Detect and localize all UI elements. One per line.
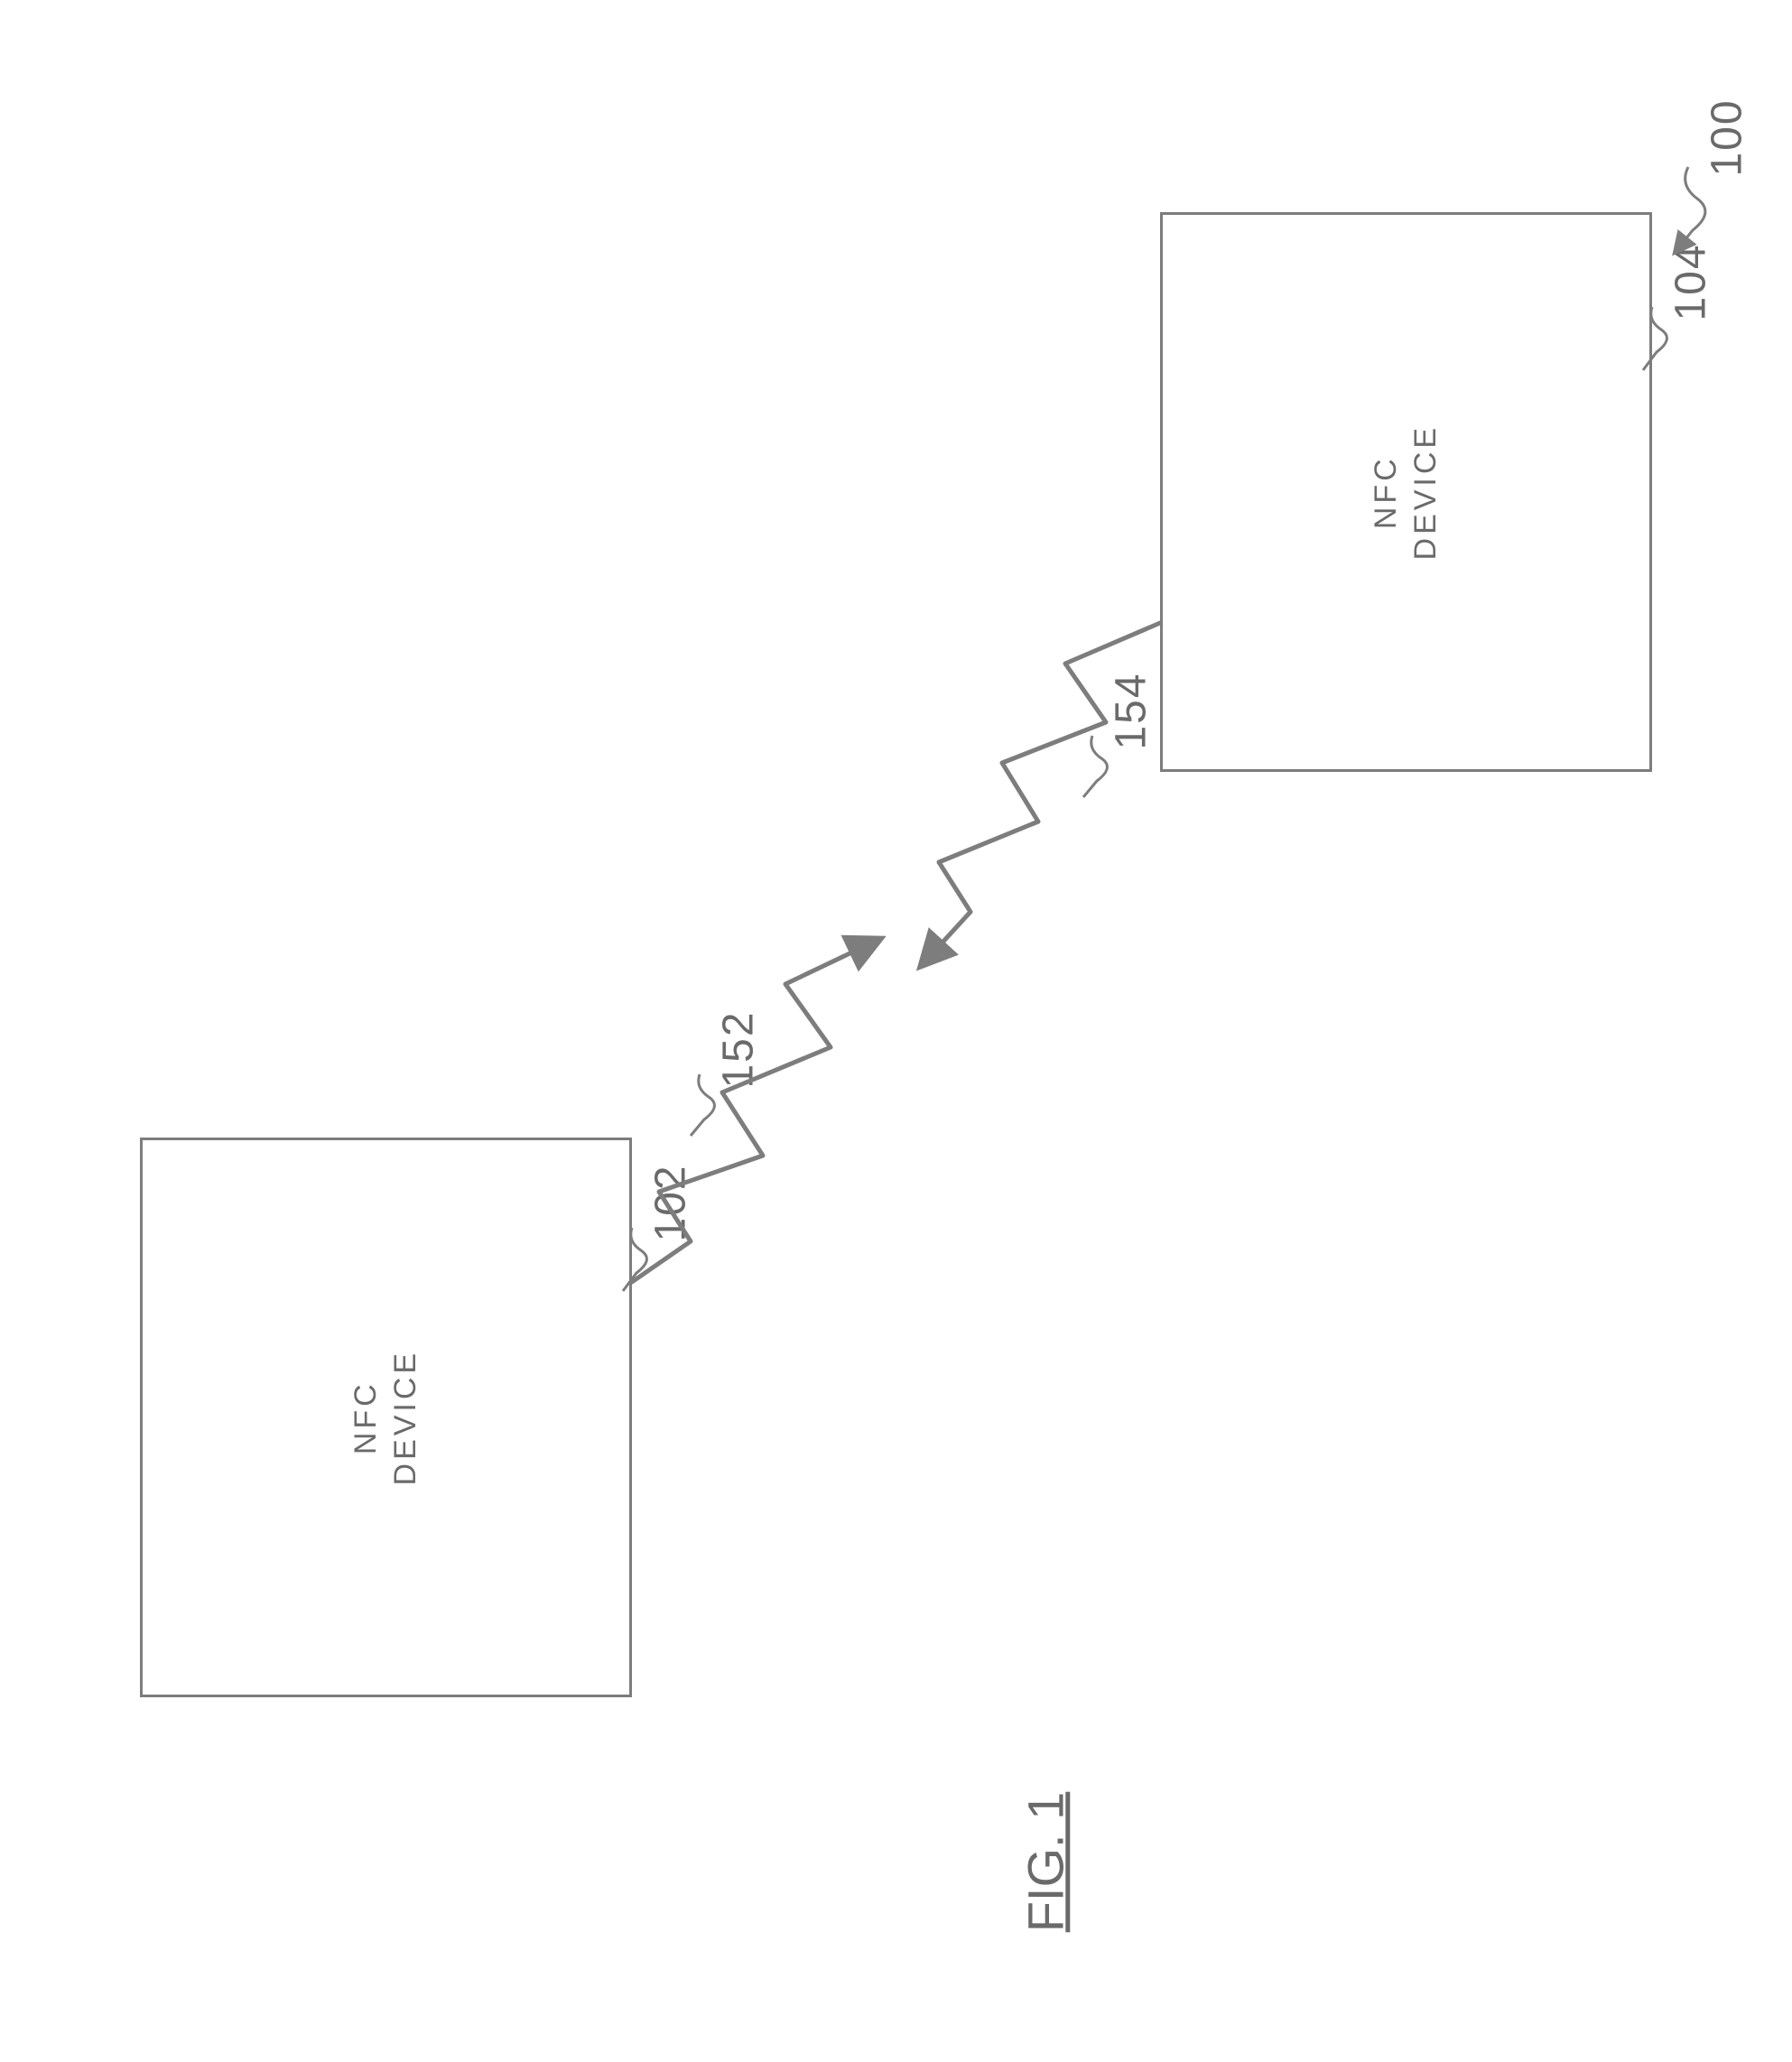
lead-154 [1083, 736, 1107, 797]
lead-100 [1675, 167, 1705, 253]
nfc-device-box-bottom: NFC DEVICE [140, 1138, 632, 1697]
diagram-canvas: NFC DEVICE NFC DEVICE 100 104 102 152 15… [0, 0, 1792, 2062]
nfc-device-box-top: NFC DEVICE [1160, 212, 1652, 772]
ref-104: 104 [1667, 243, 1716, 320]
ref-102: 102 [646, 1164, 696, 1241]
nfc-device-label-top: NFC DEVICE [1366, 424, 1445, 561]
ref-152: 152 [714, 1010, 764, 1088]
ref-100: 100 [1703, 98, 1752, 176]
lead-152 [691, 1074, 714, 1136]
ref-154: 154 [1107, 672, 1156, 749]
figure-caption: FIG. 1 [1016, 1792, 1074, 1933]
nfc-device-label-bottom: NFC DEVICE [346, 1350, 425, 1486]
